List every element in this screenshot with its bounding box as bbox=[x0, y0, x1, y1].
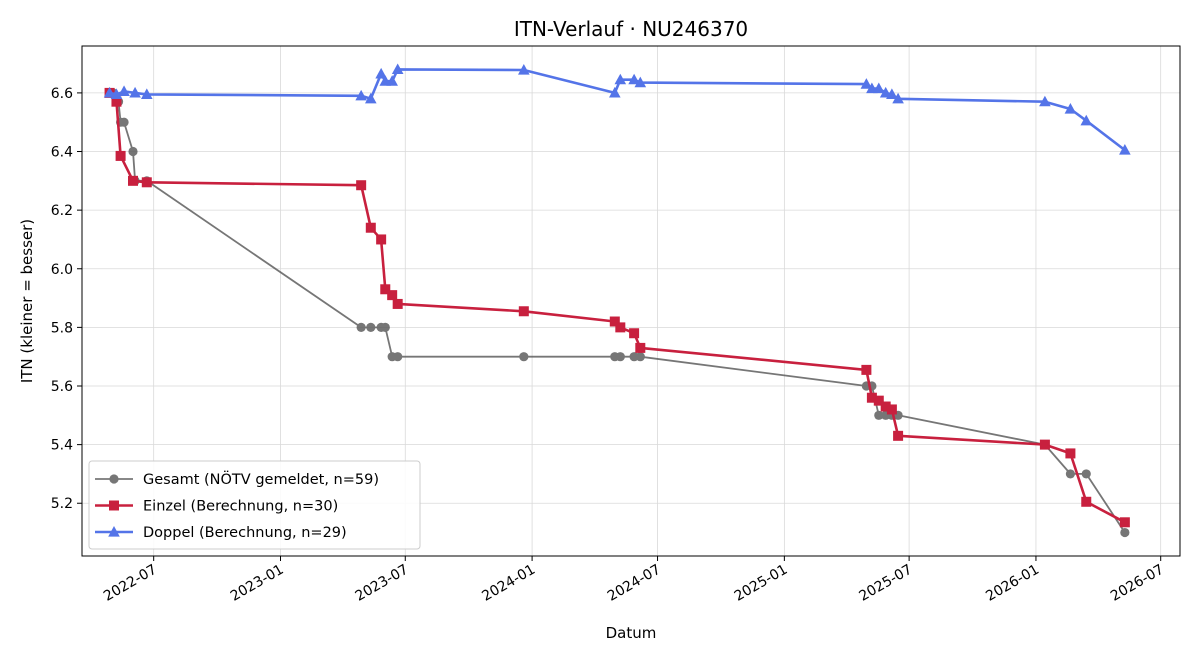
data-point-gesamt bbox=[366, 322, 376, 332]
data-point-doppel bbox=[628, 73, 640, 85]
data-point-doppel bbox=[614, 73, 627, 85]
data-point-gesamt bbox=[1081, 469, 1091, 479]
data-point-gesamt bbox=[1065, 469, 1076, 479]
data-point-doppel bbox=[518, 64, 530, 75]
data-point-einzel bbox=[128, 175, 139, 186]
data-point-gesamt bbox=[519, 352, 529, 362]
data-point-gesamt bbox=[874, 410, 884, 420]
data-point-gesamt bbox=[128, 146, 138, 157]
y-tick-label: 5.4 bbox=[51, 438, 73, 454]
data-point-einzel bbox=[111, 96, 122, 107]
data-point-doppel bbox=[375, 67, 387, 79]
y-tick-label: 6.2 bbox=[51, 203, 73, 219]
legend-box bbox=[88, 460, 421, 550]
legend-marker-doppel bbox=[108, 526, 120, 537]
data-point-doppel bbox=[355, 89, 367, 101]
y-tick-label: 6.6 bbox=[51, 86, 73, 102]
y-tick-label: 6.4 bbox=[51, 145, 73, 161]
data-point-doppel bbox=[1119, 144, 1131, 155]
data-point-einzel bbox=[365, 222, 376, 233]
data-point-einzel bbox=[1039, 439, 1050, 450]
y-tick-label: 6.0 bbox=[51, 262, 73, 278]
data-point-doppel bbox=[886, 88, 898, 99]
data-point-doppel bbox=[110, 88, 123, 99]
data-point-einzel bbox=[1065, 448, 1076, 459]
chart-title: ITN-Verlauf · NU246370 bbox=[514, 17, 748, 41]
data-point-doppel bbox=[609, 86, 621, 98]
data-point-einzel bbox=[873, 395, 884, 406]
data-point-einzel bbox=[141, 177, 152, 188]
data-point-einzel bbox=[518, 306, 529, 317]
data-point-einzel bbox=[1119, 517, 1130, 528]
data-point-doppel bbox=[634, 76, 647, 88]
legend-marker-gesamt bbox=[109, 474, 119, 484]
data-point-doppel bbox=[129, 86, 141, 98]
series-einzel bbox=[104, 87, 1130, 528]
data-point-einzel bbox=[886, 404, 897, 415]
data-point-doppel bbox=[1064, 103, 1077, 114]
plot-area-frame bbox=[81, 45, 1181, 557]
series-layer bbox=[103, 63, 1131, 538]
legend-label-gesamt: Gesamt (NÖTV gemeldet, n=59) bbox=[143, 470, 379, 488]
data-point-doppel bbox=[386, 75, 398, 86]
data-point-gesamt bbox=[380, 322, 390, 332]
data-point-einzel bbox=[380, 284, 391, 295]
x-axis-label: Datum bbox=[606, 624, 657, 642]
series-doppel bbox=[103, 63, 1131, 155]
legend-item-doppel bbox=[95, 526, 133, 537]
data-point-einzel bbox=[880, 401, 891, 412]
legend-marker-einzel bbox=[109, 500, 119, 511]
data-point-doppel bbox=[140, 88, 153, 99]
legend-item-gesamt bbox=[95, 474, 133, 484]
data-point-gesamt bbox=[393, 352, 403, 362]
data-point-einzel bbox=[1081, 496, 1092, 507]
y-tick-label: 5.8 bbox=[51, 320, 73, 336]
data-point-doppel bbox=[103, 86, 116, 98]
data-point-einzel bbox=[392, 298, 403, 309]
y-tick-label: 5.6 bbox=[51, 379, 73, 395]
grid-lines bbox=[82, 46, 1180, 556]
data-point-gesamt bbox=[635, 352, 645, 362]
data-point-gesamt bbox=[356, 322, 366, 332]
y-tick-label: 5.2 bbox=[51, 496, 73, 512]
data-point-einzel bbox=[387, 290, 398, 301]
data-point-gesamt bbox=[615, 352, 625, 362]
y-axis-label: ITN (kleiner = besser) bbox=[18, 219, 36, 383]
data-point-gesamt bbox=[119, 117, 129, 127]
data-point-einzel bbox=[356, 180, 367, 191]
data-point-doppel bbox=[892, 92, 904, 104]
y-axis-ticks: 5.2 5.4 5.6 5.8 6.0 6.2 6.4 6.6 bbox=[51, 86, 82, 512]
data-point-einzel bbox=[376, 234, 387, 245]
legend-item-einzel bbox=[95, 500, 133, 511]
data-point-doppel bbox=[1080, 114, 1093, 126]
legend: Gesamt (NÖTV gemeldet, n=59) Einzel (Bere… bbox=[88, 460, 421, 550]
data-point-einzel bbox=[866, 392, 877, 403]
data-point-gesamt bbox=[1120, 527, 1130, 538]
data-point-einzel bbox=[609, 316, 620, 327]
data-point-einzel bbox=[635, 342, 646, 353]
data-point-einzel bbox=[615, 322, 626, 333]
data-point-doppel bbox=[365, 92, 377, 104]
data-point-doppel bbox=[118, 85, 130, 97]
data-point-doppel bbox=[391, 63, 404, 75]
data-point-einzel bbox=[115, 150, 126, 161]
legend-label-einzel: Einzel (Berechnung, n=30) bbox=[143, 499, 338, 515]
data-point-einzel bbox=[861, 364, 872, 375]
data-point-doppel bbox=[1039, 95, 1051, 107]
data-point-einzel bbox=[629, 328, 640, 339]
data-point-einzel bbox=[893, 430, 904, 441]
legend-label-doppel: Doppel (Berechnung, n=29) bbox=[143, 525, 347, 541]
data-point-doppel bbox=[872, 82, 885, 94]
data-point-doppel bbox=[860, 78, 873, 89]
